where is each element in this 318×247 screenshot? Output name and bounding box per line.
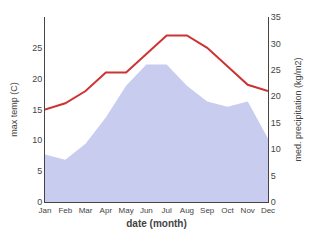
svg-text:May: May bbox=[119, 206, 134, 215]
svg-text:15: 15 bbox=[32, 105, 42, 115]
svg-text:25: 25 bbox=[271, 65, 281, 75]
svg-text:35: 35 bbox=[271, 12, 281, 22]
svg-text:30: 30 bbox=[271, 39, 281, 49]
svg-text:0: 0 bbox=[271, 197, 276, 207]
svg-text:Oct: Oct bbox=[221, 206, 234, 215]
svg-text:med. precipitation (kg/m2): med. precipitation (kg/m2) bbox=[293, 57, 303, 161]
svg-text:10: 10 bbox=[32, 135, 42, 145]
svg-text:Aug: Aug bbox=[180, 206, 194, 215]
svg-text:Sep: Sep bbox=[200, 206, 215, 215]
svg-text:20: 20 bbox=[271, 91, 281, 101]
svg-text:Dec: Dec bbox=[261, 206, 275, 215]
svg-text:10: 10 bbox=[271, 144, 281, 154]
svg-text:20: 20 bbox=[32, 74, 42, 84]
svg-text:5: 5 bbox=[271, 171, 276, 181]
svg-text:Apr: Apr bbox=[100, 206, 113, 215]
svg-text:Nov: Nov bbox=[241, 206, 255, 215]
svg-text:Jul: Jul bbox=[162, 206, 172, 215]
svg-text:15: 15 bbox=[271, 118, 281, 128]
svg-text:Mar: Mar bbox=[79, 206, 93, 215]
svg-text:Jan: Jan bbox=[39, 206, 52, 215]
svg-text:Jun: Jun bbox=[140, 206, 153, 215]
svg-text:date (month): date (month) bbox=[126, 218, 187, 229]
svg-text:Feb: Feb bbox=[58, 206, 72, 215]
svg-text:0: 0 bbox=[37, 197, 42, 207]
svg-text:5: 5 bbox=[37, 166, 42, 176]
svg-text:max temp (C): max temp (C) bbox=[9, 82, 19, 137]
svg-text:25: 25 bbox=[32, 43, 42, 53]
